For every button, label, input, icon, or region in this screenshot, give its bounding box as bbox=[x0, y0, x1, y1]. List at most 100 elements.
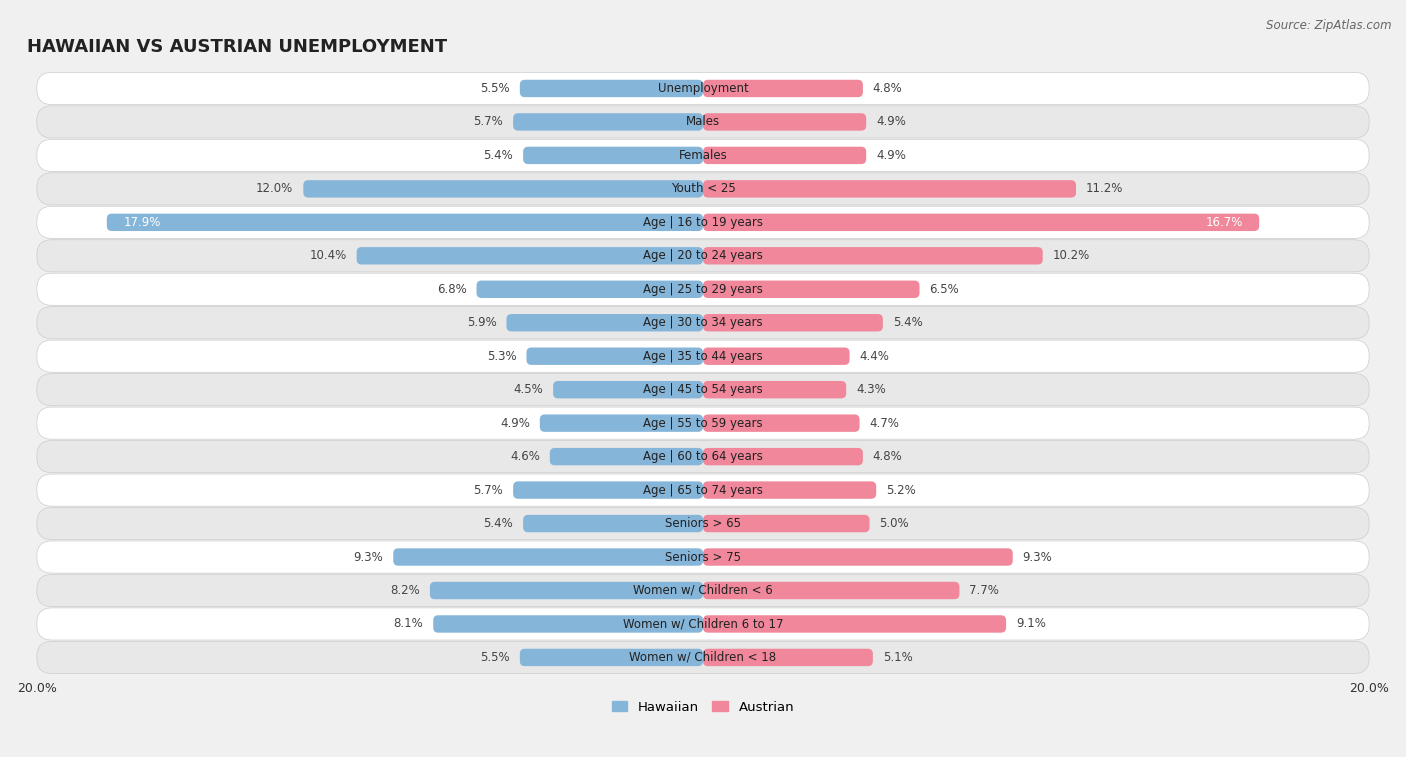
Text: 4.3%: 4.3% bbox=[856, 383, 886, 396]
FancyBboxPatch shape bbox=[703, 147, 866, 164]
Text: Age | 65 to 74 years: Age | 65 to 74 years bbox=[643, 484, 763, 497]
FancyBboxPatch shape bbox=[703, 314, 883, 332]
FancyBboxPatch shape bbox=[703, 114, 866, 131]
Text: 5.2%: 5.2% bbox=[886, 484, 915, 497]
Text: 5.9%: 5.9% bbox=[467, 316, 496, 329]
FancyBboxPatch shape bbox=[703, 79, 863, 97]
Text: Age | 35 to 44 years: Age | 35 to 44 years bbox=[643, 350, 763, 363]
Text: 5.1%: 5.1% bbox=[883, 651, 912, 664]
FancyBboxPatch shape bbox=[526, 347, 703, 365]
Text: 12.0%: 12.0% bbox=[256, 182, 294, 195]
Text: 5.5%: 5.5% bbox=[481, 651, 510, 664]
Text: Age | 16 to 19 years: Age | 16 to 19 years bbox=[643, 216, 763, 229]
Text: Seniors > 75: Seniors > 75 bbox=[665, 550, 741, 563]
Text: HAWAIIAN VS AUSTRIAN UNEMPLOYMENT: HAWAIIAN VS AUSTRIAN UNEMPLOYMENT bbox=[27, 38, 447, 56]
FancyBboxPatch shape bbox=[37, 73, 1369, 104]
FancyBboxPatch shape bbox=[523, 147, 703, 164]
Text: 8.1%: 8.1% bbox=[394, 618, 423, 631]
Text: Seniors > 65: Seniors > 65 bbox=[665, 517, 741, 530]
FancyBboxPatch shape bbox=[37, 240, 1369, 272]
FancyBboxPatch shape bbox=[37, 307, 1369, 339]
FancyBboxPatch shape bbox=[540, 414, 703, 431]
Text: Males: Males bbox=[686, 115, 720, 129]
Text: 16.7%: 16.7% bbox=[1205, 216, 1243, 229]
Text: 5.4%: 5.4% bbox=[893, 316, 922, 329]
FancyBboxPatch shape bbox=[430, 582, 703, 600]
Text: 9.3%: 9.3% bbox=[1022, 550, 1053, 563]
Text: Unemployment: Unemployment bbox=[658, 82, 748, 95]
FancyBboxPatch shape bbox=[37, 173, 1369, 205]
Text: 4.5%: 4.5% bbox=[513, 383, 543, 396]
FancyBboxPatch shape bbox=[520, 79, 703, 97]
FancyBboxPatch shape bbox=[357, 247, 703, 264]
Text: 10.2%: 10.2% bbox=[1053, 249, 1090, 263]
FancyBboxPatch shape bbox=[37, 541, 1369, 573]
FancyBboxPatch shape bbox=[37, 507, 1369, 540]
FancyBboxPatch shape bbox=[37, 374, 1369, 406]
Text: 4.6%: 4.6% bbox=[510, 450, 540, 463]
Text: Women w/ Children < 18: Women w/ Children < 18 bbox=[630, 651, 776, 664]
Text: Age | 30 to 34 years: Age | 30 to 34 years bbox=[643, 316, 763, 329]
Text: 6.5%: 6.5% bbox=[929, 283, 959, 296]
FancyBboxPatch shape bbox=[37, 273, 1369, 305]
FancyBboxPatch shape bbox=[37, 441, 1369, 472]
Text: 4.9%: 4.9% bbox=[876, 149, 905, 162]
Text: 17.9%: 17.9% bbox=[124, 216, 160, 229]
Text: 6.8%: 6.8% bbox=[437, 283, 467, 296]
Text: 5.7%: 5.7% bbox=[474, 115, 503, 129]
Text: Age | 25 to 29 years: Age | 25 to 29 years bbox=[643, 283, 763, 296]
Text: 9.3%: 9.3% bbox=[353, 550, 384, 563]
FancyBboxPatch shape bbox=[37, 106, 1369, 138]
FancyBboxPatch shape bbox=[703, 448, 863, 466]
FancyBboxPatch shape bbox=[703, 481, 876, 499]
FancyBboxPatch shape bbox=[703, 649, 873, 666]
FancyBboxPatch shape bbox=[553, 381, 703, 398]
Text: 5.3%: 5.3% bbox=[486, 350, 516, 363]
FancyBboxPatch shape bbox=[477, 281, 703, 298]
FancyBboxPatch shape bbox=[703, 180, 1076, 198]
Text: Women w/ Children 6 to 17: Women w/ Children 6 to 17 bbox=[623, 618, 783, 631]
FancyBboxPatch shape bbox=[37, 139, 1369, 172]
FancyBboxPatch shape bbox=[703, 281, 920, 298]
FancyBboxPatch shape bbox=[394, 548, 703, 565]
Text: Age | 45 to 54 years: Age | 45 to 54 years bbox=[643, 383, 763, 396]
Text: 5.5%: 5.5% bbox=[481, 82, 510, 95]
Text: Youth < 25: Youth < 25 bbox=[671, 182, 735, 195]
FancyBboxPatch shape bbox=[703, 381, 846, 398]
Text: 5.4%: 5.4% bbox=[484, 149, 513, 162]
FancyBboxPatch shape bbox=[107, 213, 703, 231]
Text: Females: Females bbox=[679, 149, 727, 162]
FancyBboxPatch shape bbox=[523, 515, 703, 532]
FancyBboxPatch shape bbox=[37, 575, 1369, 606]
Legend: Hawaiian, Austrian: Hawaiian, Austrian bbox=[612, 700, 794, 714]
FancyBboxPatch shape bbox=[37, 340, 1369, 372]
FancyBboxPatch shape bbox=[433, 615, 703, 633]
FancyBboxPatch shape bbox=[37, 641, 1369, 674]
Text: Source: ZipAtlas.com: Source: ZipAtlas.com bbox=[1267, 19, 1392, 32]
FancyBboxPatch shape bbox=[513, 481, 703, 499]
Text: 4.9%: 4.9% bbox=[876, 115, 905, 129]
Text: 7.7%: 7.7% bbox=[970, 584, 1000, 597]
Text: Age | 55 to 59 years: Age | 55 to 59 years bbox=[643, 416, 763, 430]
Text: 5.0%: 5.0% bbox=[880, 517, 910, 530]
FancyBboxPatch shape bbox=[703, 515, 869, 532]
FancyBboxPatch shape bbox=[703, 414, 859, 431]
FancyBboxPatch shape bbox=[703, 582, 959, 600]
Text: Age | 60 to 64 years: Age | 60 to 64 years bbox=[643, 450, 763, 463]
FancyBboxPatch shape bbox=[703, 213, 1260, 231]
Text: 4.4%: 4.4% bbox=[859, 350, 890, 363]
Text: 10.4%: 10.4% bbox=[309, 249, 347, 263]
FancyBboxPatch shape bbox=[550, 448, 703, 466]
FancyBboxPatch shape bbox=[513, 114, 703, 131]
Text: Age | 20 to 24 years: Age | 20 to 24 years bbox=[643, 249, 763, 263]
Text: 4.7%: 4.7% bbox=[869, 416, 900, 430]
Text: 4.9%: 4.9% bbox=[501, 416, 530, 430]
FancyBboxPatch shape bbox=[37, 608, 1369, 640]
FancyBboxPatch shape bbox=[703, 548, 1012, 565]
Text: 5.7%: 5.7% bbox=[474, 484, 503, 497]
FancyBboxPatch shape bbox=[37, 206, 1369, 238]
Text: 8.2%: 8.2% bbox=[389, 584, 420, 597]
Text: 9.1%: 9.1% bbox=[1017, 618, 1046, 631]
FancyBboxPatch shape bbox=[37, 407, 1369, 439]
Text: 11.2%: 11.2% bbox=[1085, 182, 1123, 195]
